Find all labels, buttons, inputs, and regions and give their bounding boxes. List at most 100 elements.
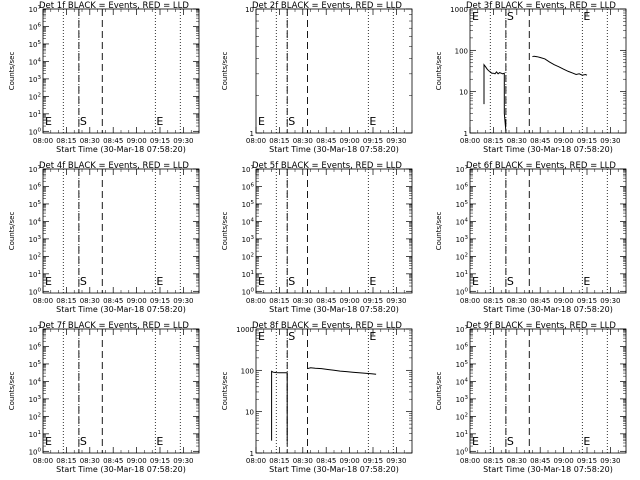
y-tick-label: 103 (29, 235, 42, 244)
edge-marker: E (45, 435, 52, 448)
panel-title: Det 3f BLACK = Events, RED = LLD (466, 1, 616, 11)
y-tick-label: 106 (456, 182, 469, 191)
x-tick-label: 09:30 (600, 457, 620, 465)
x-tick-label: 09:30 (600, 137, 620, 145)
plot-frame (42, 328, 200, 454)
x-tick-label: 08:15 (269, 137, 289, 145)
end-marker: E (583, 435, 590, 448)
x-axis-label: Start Time (30-Mar-18 07:58:20) (56, 305, 186, 314)
plot-frame (42, 168, 200, 294)
x-tick-label: 08:30 (293, 297, 313, 305)
end-marker: E (156, 115, 163, 128)
y-tick-label: 104 (242, 217, 255, 226)
plot-frame (255, 168, 413, 294)
y-tick-label: 106 (29, 182, 42, 191)
x-tick-label: 09:15 (363, 297, 383, 305)
end-marker: E (369, 275, 376, 288)
start-marker: S (507, 10, 514, 23)
y-tick-label: 102 (456, 412, 468, 421)
x-tick-label: 09:00 (127, 457, 147, 465)
detector-panel: Det 7f BLACK = Events, RED = LLD Counts/s… (8, 321, 200, 474)
x-tick-label: 09:15 (577, 137, 597, 145)
x-axis-label: Start Time (30-Mar-18 07:58:20) (483, 145, 613, 154)
y-tick-label: 101 (456, 270, 468, 279)
y-tick-label: 102 (29, 252, 41, 261)
plot-frame (42, 8, 200, 134)
y-tick-label: 104 (456, 217, 469, 226)
x-tick-label: 08:00 (246, 457, 266, 465)
y-tick-label: 106 (456, 342, 469, 351)
x-tick-label: 08:45 (316, 297, 336, 305)
y-tick-label: 102 (29, 92, 41, 101)
y-tick-label: 105 (242, 200, 255, 209)
panel-title: Det 7f BLACK = Events, RED = LLD (39, 321, 189, 331)
x-tick-label: 08:45 (103, 137, 123, 145)
x-tick-label: 09:15 (150, 297, 170, 305)
x-tick-label: 09:30 (173, 297, 193, 305)
panel-title: Det 9f BLACK = Events, RED = LLD (466, 321, 616, 331)
x-tick-label: 09:15 (577, 297, 597, 305)
x-tick-label: 08:30 (80, 137, 100, 145)
edge-marker: E (45, 275, 52, 288)
x-tick-label: 08:45 (316, 137, 336, 145)
events-series-line (307, 367, 377, 375)
y-tick-label: 105 (29, 360, 42, 369)
events-series-line (271, 370, 288, 441)
x-tick-label: 08:15 (269, 297, 289, 305)
y-axis-label: Counts/sec (221, 212, 229, 251)
panel-title: Det 8f BLACK = Events, RED = LLD (252, 321, 402, 331)
x-tick-label: 08:30 (507, 457, 527, 465)
y-tick-label: 101 (29, 430, 41, 439)
y-axis-label: Counts/sec (8, 372, 16, 411)
x-tick-label: 09:00 (554, 137, 574, 145)
end-marker: E (369, 115, 376, 128)
y-axis-label: Counts/sec (435, 212, 443, 251)
y-tick-label: 10 (245, 6, 254, 14)
start-marker: S (80, 275, 87, 288)
y-tick-label: 103 (29, 75, 42, 84)
x-axis-label: Start Time (30-Mar-18 07:58:20) (56, 465, 186, 474)
x-axis-label: Start Time (30-Mar-18 07:58:20) (56, 145, 186, 154)
y-axis-label: Counts/sec (435, 372, 443, 411)
y-tick-label: 102 (29, 412, 41, 421)
x-tick-label: 08:30 (293, 137, 313, 145)
x-tick-label: 09:15 (150, 457, 170, 465)
x-tick-label: 09:00 (340, 137, 360, 145)
y-tick-label: 104 (29, 57, 42, 66)
x-tick-label: 08:45 (530, 297, 550, 305)
x-axis-label: Start Time (30-Mar-18 07:58:20) (483, 465, 613, 474)
y-tick-label: 107 (29, 165, 42, 174)
y-tick-label: 104 (29, 217, 42, 226)
edge-marker: E (258, 330, 265, 343)
x-tick-label: 08:15 (56, 457, 76, 465)
x-tick-label: 08:00 (246, 297, 266, 305)
plot-frame (469, 8, 627, 134)
x-tick-label: 08:45 (103, 297, 123, 305)
x-tick-label: 08:15 (56, 297, 76, 305)
x-axis-label: Start Time (30-Mar-18 07:58:20) (269, 305, 399, 314)
x-tick-label: 08:30 (507, 137, 527, 145)
panel-title: Det 1f BLACK = Events, RED = LLD (39, 1, 189, 11)
y-axis-label: Counts/sec (8, 212, 16, 251)
edge-marker: E (258, 115, 265, 128)
y-tick-label: 101 (29, 270, 41, 279)
x-tick-label: 09:00 (554, 297, 574, 305)
y-tick-label: 101 (29, 110, 41, 119)
detector-panel: Det 6f BLACK = Events, RED = LLD Counts/s… (435, 161, 627, 314)
y-axis-label: Counts/sec (221, 52, 229, 91)
panel-title: Det 4f BLACK = Events, RED = LLD (39, 161, 189, 171)
x-tick-label: 09:15 (363, 457, 383, 465)
end-marker: E (583, 275, 590, 288)
detector-panel: Det 1f BLACK = Events, RED = LLD Counts/s… (8, 1, 200, 154)
y-tick-label: 100 (242, 287, 255, 296)
x-tick-label: 08:00 (33, 137, 53, 145)
y-tick-label: 104 (29, 377, 42, 386)
y-tick-label: 103 (456, 235, 469, 244)
x-tick-label: 09:30 (173, 457, 193, 465)
y-axis-label: Counts/sec (8, 52, 16, 91)
plot-frame (255, 328, 413, 454)
y-tick-label: 103 (456, 395, 469, 404)
end-marker: E (583, 10, 590, 23)
y-tick-label: 103 (242, 235, 255, 244)
y-tick-label: 100 (29, 127, 42, 136)
